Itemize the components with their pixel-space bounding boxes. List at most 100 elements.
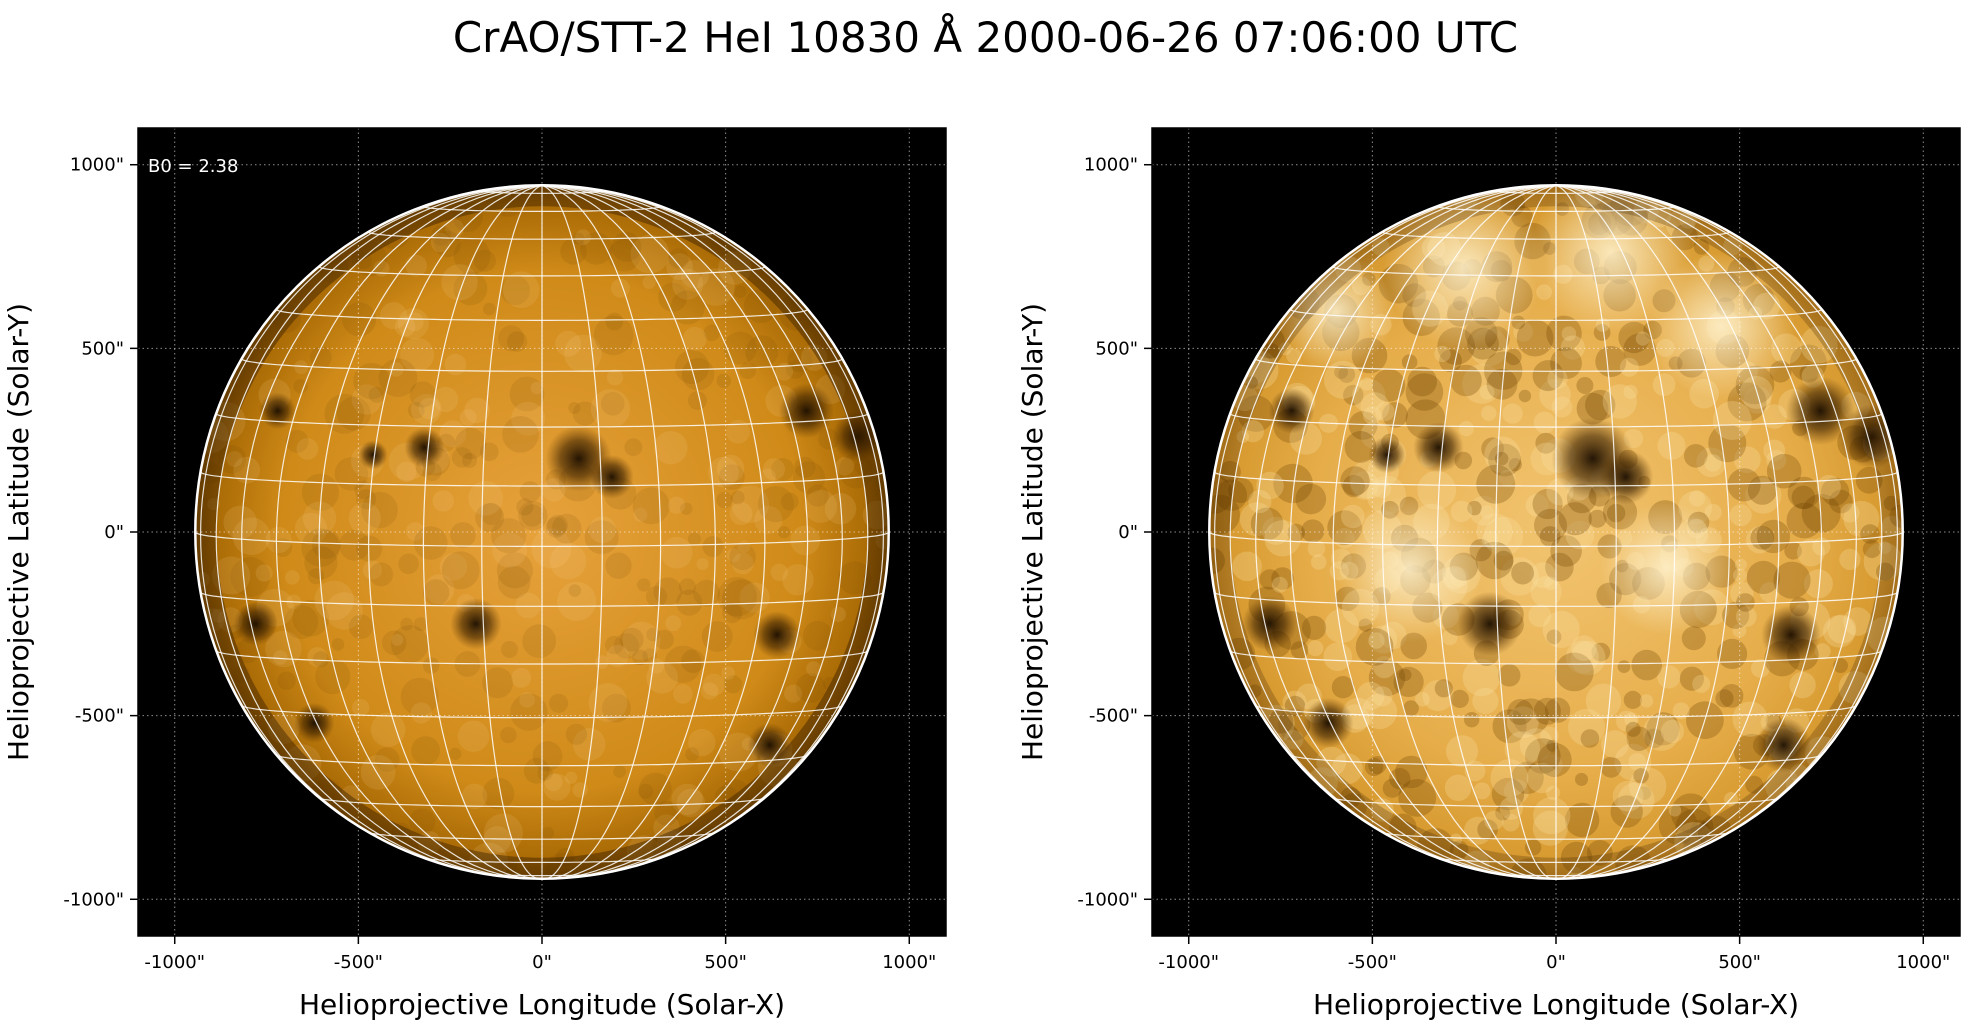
texture-cell: [207, 498, 220, 511]
texture-cell: [230, 557, 270, 597]
texture-cell: [368, 386, 385, 403]
texture-cell: [1631, 649, 1662, 681]
texture-cell: [1441, 629, 1458, 646]
meridian-line: [1555, 185, 1899, 870]
texture-cell: [642, 275, 656, 289]
texture-cell: [1658, 805, 1698, 845]
parallel-line: [215, 413, 869, 428]
texture-cell: [1450, 364, 1482, 397]
bright-region: [1600, 502, 1733, 635]
meridian-line: [1555, 185, 1857, 878]
texture-cell: [1271, 576, 1288, 593]
dark-feature: [747, 722, 792, 768]
texture-cell: [1237, 395, 1275, 432]
texture-cell: [1623, 690, 1642, 710]
texture-cell: [334, 457, 369, 491]
texture-cell: [622, 621, 661, 660]
texture-cell: [1719, 684, 1744, 708]
texture-cell: [777, 526, 791, 539]
texture-cell: [660, 537, 693, 569]
texture-cell: [1475, 541, 1514, 580]
texture-cell: [1546, 629, 1562, 645]
texture-cell: [1660, 719, 1685, 744]
texture-cell: [1642, 713, 1680, 751]
texture-cell: [1657, 431, 1686, 460]
texture-cell: [394, 316, 416, 337]
texture-cell: [1290, 641, 1309, 659]
texture-cell: [1732, 701, 1768, 737]
texture-cell: [1495, 805, 1511, 821]
texture-cell: [1843, 500, 1880, 537]
texture-cell: [1507, 699, 1534, 725]
meridian-line: [1555, 185, 1676, 879]
texture-cell: [1612, 780, 1644, 812]
parallel-line: [1214, 471, 1898, 487]
texture-cell: [718, 251, 752, 285]
meridian-line: [541, 185, 885, 870]
texture-cell: [1505, 348, 1522, 366]
texture-cell: [1511, 561, 1534, 585]
texture-cell: [356, 253, 373, 270]
texture-cell: [1261, 516, 1291, 546]
texture-cell: [1708, 424, 1747, 463]
meridian-line: [1495, 185, 1557, 879]
y-axis-label: Helioprojective Latitude (Solar-Y): [2, 303, 35, 761]
texture-cell: [1733, 568, 1747, 583]
dark-feature: [1368, 436, 1406, 474]
texture-cell: [339, 530, 370, 561]
texture-cell: [1399, 668, 1412, 682]
texture-cell: [400, 677, 439, 716]
x-tick-label: -500": [334, 952, 383, 973]
texture-cell: [1617, 660, 1631, 673]
texture-cell: [780, 492, 799, 511]
texture-cell: [1307, 539, 1326, 558]
dark-feature: [1761, 604, 1821, 665]
texture-cell: [838, 561, 872, 595]
texture-cell: [510, 693, 548, 731]
texture-cell: [1565, 520, 1595, 550]
texture-cell: [405, 254, 427, 277]
texture-cell: [681, 358, 715, 391]
texture-cell: [572, 728, 606, 761]
texture-cell: [838, 453, 875, 489]
texture-cell: [790, 525, 821, 556]
texture-cell: [1360, 377, 1374, 391]
texture-cell: [1823, 615, 1856, 648]
texture-cell: [337, 396, 371, 431]
texture-cell: [431, 225, 452, 246]
texture-cell: [1539, 526, 1561, 547]
texture-cell: [606, 369, 624, 386]
texture-cell: [613, 633, 640, 659]
texture-cell: [1530, 562, 1556, 588]
texture-cell: [1575, 772, 1588, 786]
texture-cell: [518, 501, 548, 531]
texture-cell: [1547, 368, 1568, 390]
texture-cell: [1506, 706, 1539, 739]
texture-cell: [739, 362, 756, 380]
texture-cell: [557, 581, 597, 622]
texture-cell: [285, 570, 300, 585]
texture-cell: [654, 629, 674, 650]
texture-cell: [588, 683, 628, 722]
texture-cell: [312, 651, 329, 668]
texture-cell: [1623, 333, 1656, 366]
y-axis-label: Helioprojective Latitude (Solar-Y): [1016, 303, 1049, 761]
dark-feature: [1413, 422, 1464, 473]
texture-cell: [624, 438, 643, 457]
texture-cell: [1449, 833, 1463, 846]
texture-cell: [1565, 640, 1599, 674]
parallel-line: [275, 309, 809, 321]
texture-cell: [351, 241, 387, 277]
texture-cell: [806, 484, 829, 507]
texture-cell: [342, 302, 377, 337]
texture-cell: [1248, 684, 1262, 698]
texture-cell: [602, 693, 631, 723]
texture-cell: [1588, 509, 1607, 528]
y-tick-label: -500": [75, 706, 124, 727]
texture-cell: [211, 608, 226, 623]
texture-cell: [482, 777, 515, 810]
texture-cell: [731, 485, 769, 523]
texture-cell: [515, 592, 542, 619]
texture-cell: [407, 401, 425, 419]
dark-feature: [294, 702, 335, 744]
